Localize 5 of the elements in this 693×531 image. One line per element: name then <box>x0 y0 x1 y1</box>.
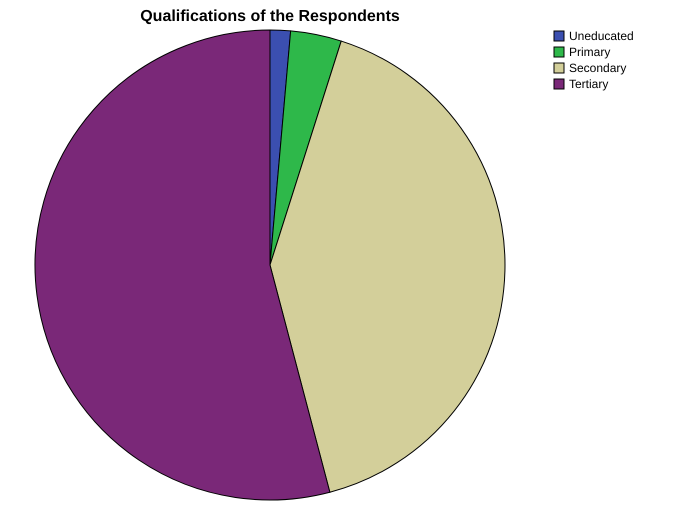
legend-label: Primary <box>569 45 610 59</box>
legend-label: Tertiary <box>569 77 608 91</box>
legend-label: Uneducated <box>569 29 634 43</box>
legend-label: Secondary <box>569 61 626 75</box>
chart-title: Qualifications of the Respondents <box>140 8 400 25</box>
